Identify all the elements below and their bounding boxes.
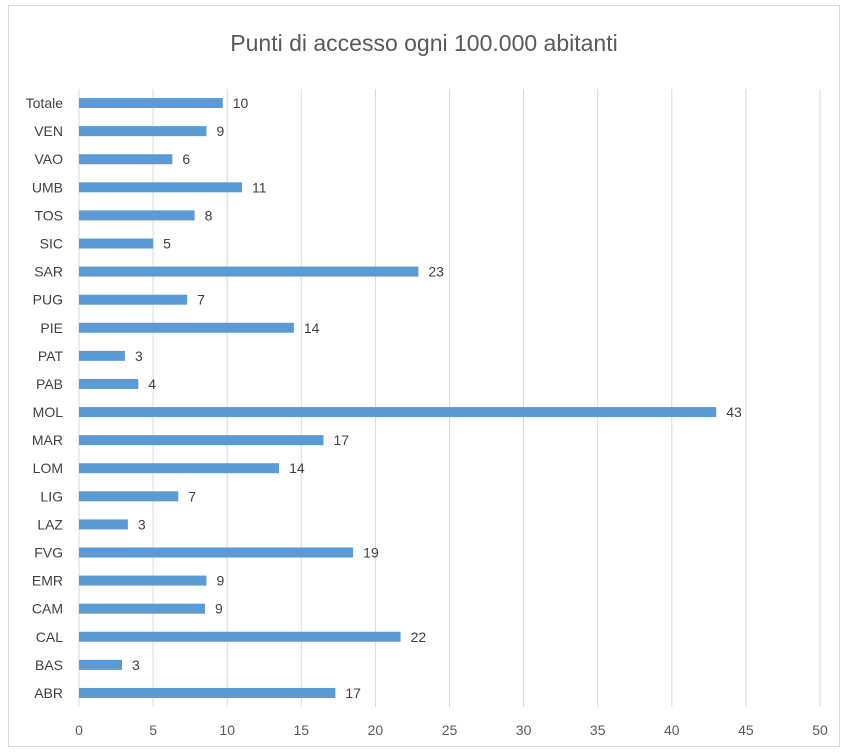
category-label-fvg: FVG [34,545,63,561]
data-label-ven: 9 [216,123,224,139]
bar-abr [79,687,336,698]
data-label-pat: 3 [135,348,143,364]
x-tick-label-25: 25 [442,722,458,738]
category-label-mar: MAR [32,432,63,448]
category-label-mol: MOL [33,404,64,420]
bar-pat [79,350,125,361]
data-label-fvg: 19 [363,545,379,561]
bar-sic [79,238,154,249]
category-label-vao: VAO [34,151,63,167]
category-label-emr: EMR [32,573,63,589]
bar-mol [79,407,717,418]
data-label-abr: 17 [345,685,361,701]
x-tick-label-45: 45 [738,722,754,738]
data-label-laz: 3 [138,516,146,532]
data-label-emr: 9 [216,573,224,589]
bar-sar [79,266,419,277]
category-label-pab: PAB [36,376,63,392]
bar-pug [79,294,188,305]
x-tick-label-40: 40 [664,722,680,738]
x-tick-label-50: 50 [812,722,828,738]
data-label-cam: 9 [215,601,223,617]
category-label-umb: UMB [32,179,63,195]
bar-cam [79,603,205,614]
category-label-pie: PIE [40,320,63,336]
data-label-tos: 8 [205,207,213,223]
category-label-bas: BAS [35,657,63,673]
x-tick-label-35: 35 [590,722,606,738]
data-label-sic: 5 [163,236,171,252]
category-label-cam: CAM [32,601,63,617]
data-label-sar: 23 [428,264,444,280]
data-label-mar: 17 [334,432,350,448]
data-label-lig: 7 [188,488,196,504]
bar-vao [79,154,173,165]
category-label-lom: LOM [33,460,63,476]
category-label-ven: VEN [34,123,63,139]
category-label-abr: ABR [34,685,63,701]
category-label-totale: Totale [26,95,64,111]
bar-cal [79,631,401,642]
data-label-mol: 43 [726,404,742,420]
x-tick-label-30: 30 [516,722,532,738]
bar-lig [79,491,179,502]
category-label-tos: TOS [34,207,63,223]
category-label-lig: LIG [40,488,63,504]
data-label-vao: 6 [182,151,190,167]
data-label-pab: 4 [148,376,156,392]
data-label-pug: 7 [197,292,205,308]
bar-emr [79,575,207,586]
bar-ven [79,126,207,137]
data-label-umb: 11 [252,179,267,195]
x-tick-label-20: 20 [368,722,384,738]
x-tick-label-5: 5 [149,722,157,738]
bar-bas [79,659,122,670]
bar-pie [79,322,294,333]
bar-umb [79,182,243,193]
category-label-laz: LAZ [37,516,63,532]
bar-lom [79,463,280,474]
category-label-sic: SIC [40,236,63,252]
chart-title: Punti di accesso ogni 100.000 abitanti [230,30,618,56]
x-tick-label-0: 0 [75,722,83,738]
data-label-bas: 3 [132,657,140,673]
data-label-cal: 22 [411,629,427,645]
category-label-pug: PUG [33,292,63,308]
x-tick-label-10: 10 [219,722,235,738]
bar-totale [79,98,223,109]
bar-mar [79,435,324,446]
bar-tos [79,210,195,221]
data-label-totale: 10 [233,95,249,111]
data-label-pie: 14 [304,320,320,336]
bar-laz [79,519,128,530]
x-tick-label-15: 15 [294,722,310,738]
bar-fvg [79,547,354,558]
category-label-pat: PAT [38,348,64,364]
category-label-cal: CAL [36,629,63,645]
category-label-sar: SAR [34,264,63,280]
bar-pab [79,378,139,389]
data-label-lom: 14 [289,460,305,476]
